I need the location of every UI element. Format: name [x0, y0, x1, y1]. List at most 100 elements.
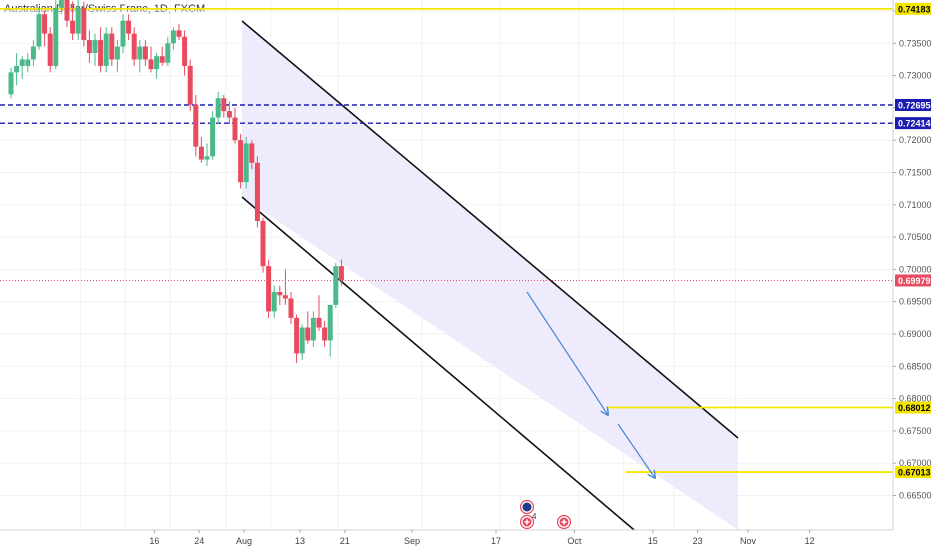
candle-body — [30, 46, 36, 60]
x-tick-label: Oct — [567, 536, 582, 546]
candle-body — [36, 14, 42, 47]
price-tag-label: 0.68012 — [898, 403, 931, 413]
candle-body — [288, 298, 294, 318]
y-tick-label: 0.69000 — [899, 329, 932, 339]
candle-body — [266, 266, 272, 312]
channel-lower-line — [241, 196, 641, 536]
candle-body — [159, 56, 165, 63]
y-tick-label: 0.71500 — [899, 168, 932, 178]
candle-body — [210, 117, 216, 157]
price-axis: 0.66500 0.67000 0.67500 0.68000 0.68500 0.690… — [892, 0, 932, 550]
candle-body — [58, 0, 64, 8]
candle-body — [271, 292, 277, 312]
candle-body — [148, 59, 154, 70]
flag-cross — [563, 519, 565, 525]
candle-body — [316, 317, 322, 328]
candle-body — [142, 46, 148, 60]
candle-body — [204, 156, 210, 160]
candle-body — [25, 59, 31, 66]
price-tag — [895, 2, 931, 15]
candle-body — [70, 20, 76, 34]
channel-fill — [242, 21, 738, 530]
x-tick-label: 15 — [648, 536, 658, 546]
candle-body — [322, 327, 328, 341]
y-tick-label: 0.70000 — [899, 264, 932, 274]
x-tick-label: Nov — [740, 536, 757, 546]
price-tag-label: 0.69979 — [898, 276, 931, 286]
candlesticks — [8, 0, 344, 364]
candle-body — [215, 98, 221, 118]
candle-body — [165, 43, 171, 63]
candle-body — [243, 143, 249, 183]
y-tick-label: 0.73000 — [899, 71, 932, 81]
candle-body — [238, 140, 244, 183]
candle-body — [120, 20, 126, 47]
candle-body — [187, 65, 193, 105]
price-tag — [895, 274, 931, 287]
x-tick-label: 23 — [693, 536, 703, 546]
candle-body — [260, 220, 266, 267]
x-tick-label: 24 — [194, 536, 204, 546]
y-tick-label: 0.69500 — [899, 297, 932, 307]
candle-body — [305, 327, 311, 341]
price-tag-label: 0.74183 — [898, 4, 931, 14]
candle-body — [75, 7, 81, 34]
price-tag — [895, 401, 931, 414]
candle-body — [64, 0, 70, 21]
x-tick-label: 17 — [491, 536, 501, 546]
candle-body — [249, 143, 255, 163]
price-tag-label: 0.67013 — [898, 468, 931, 478]
candle-body — [8, 72, 14, 95]
candle-body — [47, 33, 53, 66]
candle-body — [81, 7, 87, 41]
swiss-flag-icon: 4 — [519, 512, 537, 530]
price-tag — [895, 466, 931, 479]
price-tag-label: 0.72414 — [898, 119, 931, 129]
horizontal-levels — [0, 7, 893, 473]
x-tick-label: Aug — [236, 536, 252, 546]
candle-body — [42, 14, 48, 34]
candle-body — [232, 117, 238, 141]
y-tick-label: 0.73500 — [899, 38, 932, 48]
y-tick-label: 0.68500 — [899, 361, 932, 371]
x-tick-label: Sep — [404, 536, 420, 546]
swiss-flag-icon — [556, 514, 572, 530]
candle-body — [114, 46, 120, 60]
price-tag — [895, 98, 931, 111]
candle-body — [221, 98, 227, 112]
candle-body — [92, 40, 98, 53]
candle-body — [226, 111, 232, 118]
event-badges: 4 — [519, 499, 572, 530]
price-tag-label: 0.72695 — [898, 100, 931, 110]
candle-body — [137, 46, 143, 60]
candle-body — [170, 30, 176, 44]
grid — [0, 0, 893, 530]
candle-body — [19, 59, 25, 66]
australia-flag-icon — [519, 499, 535, 515]
x-tick-label: 13 — [295, 536, 305, 546]
candle-body — [176, 30, 182, 37]
candle-body — [109, 33, 115, 60]
candle-body — [131, 33, 137, 60]
candle-body — [327, 304, 333, 341]
axis-bg — [0, 530, 932, 550]
candle-body — [254, 162, 260, 221]
candle-body — [126, 20, 132, 34]
candle-body — [333, 266, 339, 305]
y-tick-label: 0.67000 — [899, 458, 932, 468]
price-tag — [895, 117, 931, 130]
price-channel — [241, 20, 739, 536]
channel-upper-line — [241, 20, 739, 439]
y-tick-label: 0.68000 — [899, 394, 932, 404]
x-tick-label: 16 — [149, 536, 159, 546]
candle-body — [86, 40, 92, 53]
y-tick-label: 0.70500 — [899, 232, 932, 242]
projection-arrow — [617, 423, 655, 478]
x-tick-label: 12 — [805, 536, 815, 546]
projection-arrow — [526, 291, 608, 415]
candle-body — [103, 33, 109, 66]
y-tick-label: 0.72000 — [899, 135, 932, 145]
y-tick-label: 0.66500 — [899, 491, 932, 501]
candle-body — [299, 327, 305, 354]
